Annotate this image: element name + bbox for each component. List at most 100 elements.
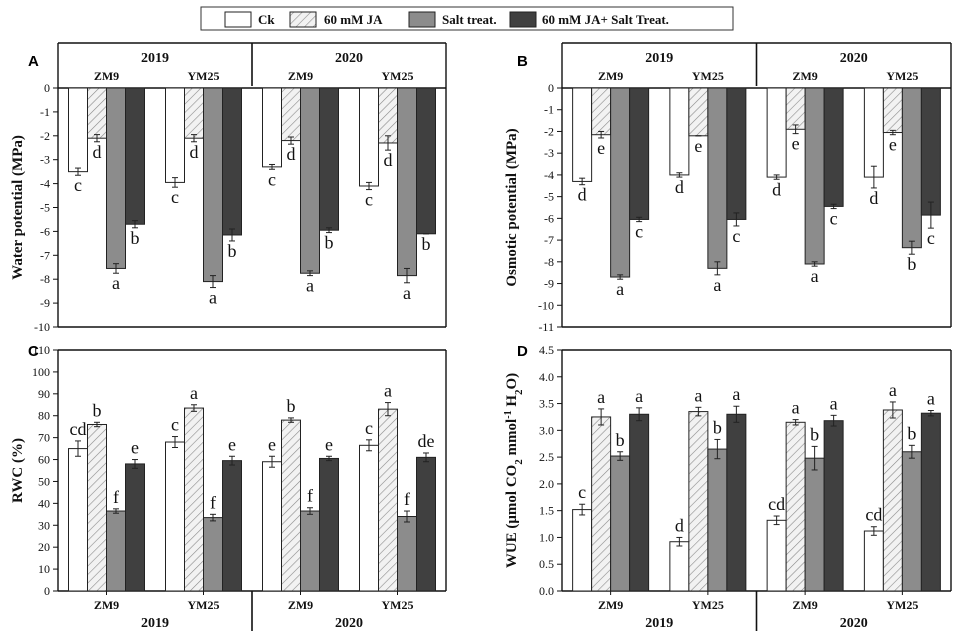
bar — [203, 517, 223, 592]
y-tick-label: 50 — [38, 474, 50, 488]
significance-letter: c — [635, 222, 643, 242]
bar — [165, 87, 185, 183]
y-tick-label: -5 — [544, 190, 554, 204]
bar — [281, 87, 301, 142]
bar — [610, 87, 631, 278]
significance-letter: cd — [865, 505, 882, 525]
significance-letter: a — [792, 398, 800, 418]
y-tick-label: -6 — [544, 211, 554, 225]
y-tick-label: -8 — [40, 272, 50, 286]
significance-letter: c — [927, 228, 935, 248]
group-label: ZM9 — [598, 69, 623, 83]
y-tick-label: -4 — [40, 177, 50, 191]
bar — [416, 87, 436, 235]
bar — [397, 87, 417, 277]
bar — [378, 87, 398, 144]
legend-swatch-ck — [224, 11, 252, 28]
y-tick-label: 0 — [44, 81, 50, 95]
bar — [106, 510, 126, 592]
legend-label-ck: Ck — [258, 12, 275, 27]
legend-box — [200, 6, 734, 31]
significance-letter: f — [307, 486, 313, 506]
significance-letter: b — [713, 417, 722, 437]
year-label: 2020 — [335, 616, 363, 631]
significance-letter: a — [597, 387, 605, 407]
y-tick-label: -2 — [544, 124, 554, 138]
significance-letter: a — [384, 381, 392, 401]
bar — [222, 87, 242, 236]
significance-letter: d — [675, 177, 684, 197]
significance-letter: a — [830, 393, 838, 413]
chart-panel-b: 2019 2020 ZM9 YM25 ZM9 YM25 0 -1 -2 -3 -4 -5 -6 -7 -8 -… — [504, 42, 952, 334]
bar — [901, 87, 922, 249]
group-label: ZM9 — [792, 69, 817, 83]
y-tick-label: 60 — [38, 453, 50, 467]
y-tick-label: -3 — [544, 146, 554, 160]
y-tick-label: 1.0 — [539, 530, 554, 544]
year-label: 2019 — [141, 616, 169, 631]
bar — [397, 516, 417, 592]
significance-letter: d — [869, 188, 878, 208]
bar — [863, 530, 884, 592]
legend-swatch-ja-salt — [509, 11, 537, 28]
bar — [378, 408, 398, 592]
significance-letter: e — [694, 136, 702, 156]
bar — [68, 87, 88, 173]
y-tick-label: 0 — [44, 584, 50, 598]
significance-letter: d — [578, 185, 587, 205]
significance-letter: d — [384, 150, 393, 170]
y-tick-label: 10 — [38, 562, 50, 576]
significance-letter: e — [228, 434, 236, 454]
bar — [222, 460, 242, 592]
significance-letter: d — [675, 515, 684, 535]
bar — [184, 87, 204, 139]
bar — [262, 87, 282, 168]
year-label: 2020 — [840, 51, 868, 66]
group-label: YM25 — [188, 598, 220, 612]
y-tick-label: 110 — [32, 343, 50, 357]
y-tick-label: 30 — [38, 518, 50, 532]
y-axis-label-part: WUE (μmol CO — [504, 465, 520, 569]
significance-letter: f — [113, 487, 119, 507]
bar — [823, 87, 844, 207]
y-tick-label: 80 — [38, 409, 50, 423]
group-label: YM25 — [886, 69, 918, 83]
y-tick-label: -7 — [40, 248, 50, 262]
group-label: YM25 — [886, 598, 918, 612]
y-axis-label-part: 2 — [513, 389, 525, 395]
significance-letter: b — [228, 241, 237, 261]
legend: Ck 60 mM JA Salt treat. 60 mM JA+ Salt T… — [200, 6, 734, 31]
bar — [591, 87, 612, 136]
bar — [766, 87, 787, 178]
legend-swatch-salt — [408, 11, 436, 28]
bar — [203, 87, 223, 283]
significance-letter: b — [810, 424, 819, 444]
legend-label-salt: Salt treat. — [442, 12, 497, 27]
y-axis-label: WUE (μmol CO2 mmol-1 H2O) — [503, 373, 526, 568]
significance-letter: c — [578, 482, 586, 502]
bar — [629, 413, 650, 592]
bar — [901, 451, 922, 592]
bar — [416, 456, 436, 592]
panel-letter: A — [28, 53, 39, 70]
y-tick-label: 20 — [38, 540, 50, 554]
y-tick-label: 4.5 — [539, 343, 554, 357]
bar — [319, 87, 339, 231]
y-tick-label: -7 — [544, 233, 554, 247]
significance-letter: a — [713, 275, 721, 295]
y-tick-label: -3 — [40, 153, 50, 167]
bar — [882, 87, 903, 134]
bar — [785, 421, 806, 592]
significance-letter: e — [889, 135, 897, 155]
significance-letter: b — [907, 423, 916, 443]
group-label: YM25 — [188, 69, 220, 83]
legend-label-ja: 60 mM JA — [324, 12, 383, 27]
legend-swatch-ja — [289, 11, 317, 28]
bar — [882, 409, 903, 592]
bar — [804, 457, 825, 592]
significance-letter: a — [732, 384, 740, 404]
y-tick-label: -1 — [40, 105, 50, 119]
significance-letter: c — [365, 190, 373, 210]
y-tick-label: -1 — [544, 103, 554, 117]
